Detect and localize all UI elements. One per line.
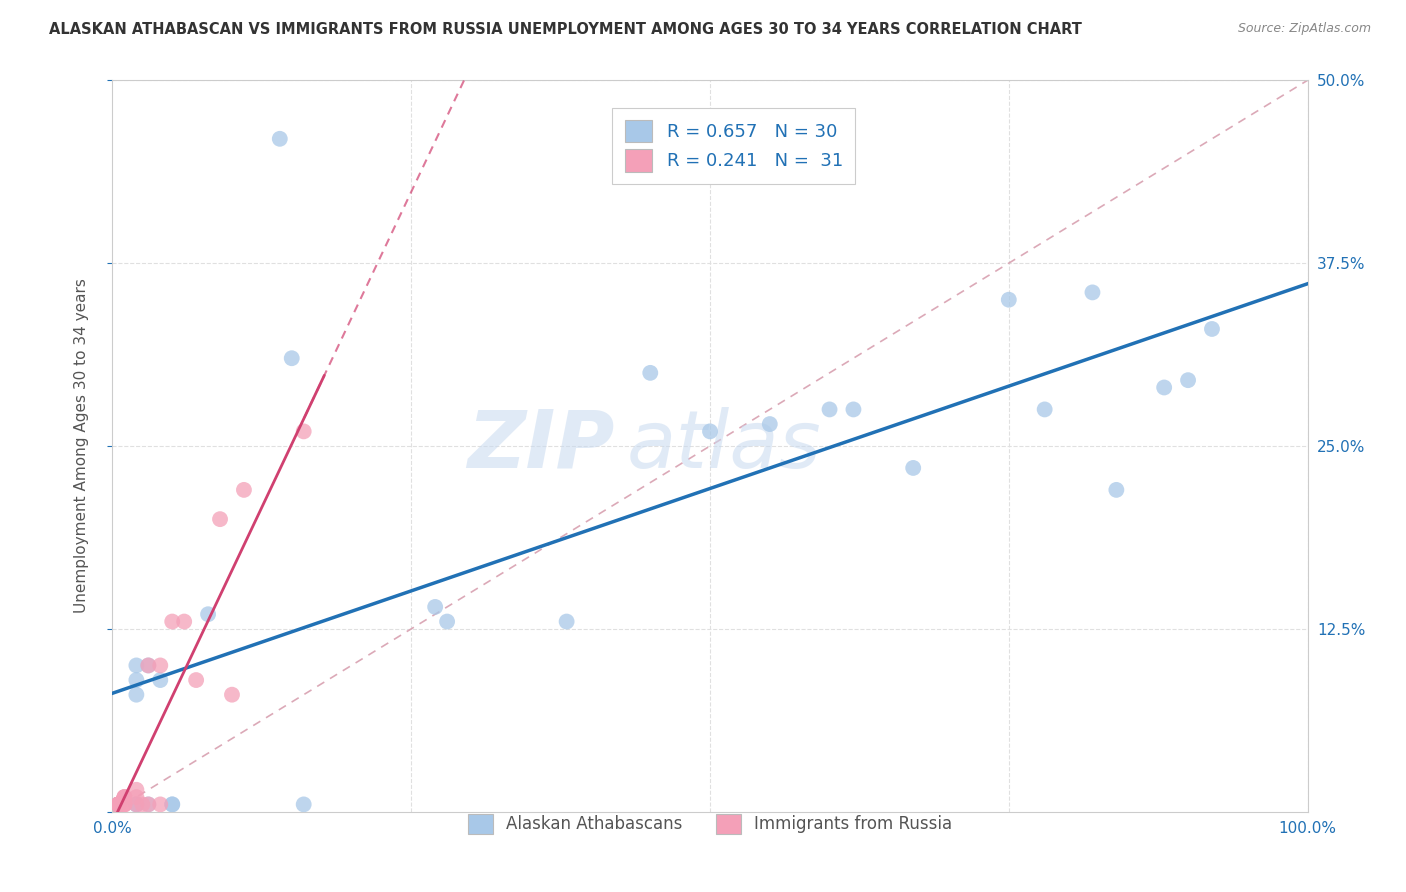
Point [107,797,129,812]
Point [138,658,160,673]
Point [640,366,662,380]
Point [425,599,447,614]
Point [125,797,148,812]
Point [197,607,219,622]
Point [759,417,782,431]
Point [131,797,153,812]
Point [114,797,135,812]
Point [1177,373,1199,387]
Point [162,797,183,812]
Point [221,688,243,702]
Point [436,615,458,629]
Point [1153,380,1175,394]
Point [292,425,315,439]
Point [998,293,1021,307]
Point [149,673,172,687]
Point [162,797,183,812]
Point [125,673,148,687]
Point [125,782,148,797]
Point [173,615,195,629]
Point [555,615,578,629]
Y-axis label: Unemployment Among Ages 30 to 34 years: Unemployment Among Ages 30 to 34 years [75,278,89,614]
Point [269,132,291,146]
Text: Source: ZipAtlas.com: Source: ZipAtlas.com [1237,22,1371,36]
Point [114,790,135,805]
Point [125,797,148,812]
Point [292,797,315,812]
Point [107,797,129,812]
Point [107,797,129,812]
Point [818,402,841,417]
Point [107,797,129,812]
Point [125,797,148,812]
Point [903,461,925,475]
Point [107,797,129,812]
Point [1105,483,1128,497]
Point [107,797,129,812]
Point [138,658,160,673]
Point [209,512,232,526]
Text: ALASKAN ATHABASCAN VS IMMIGRANTS FROM RUSSIA UNEMPLOYMENT AMONG AGES 30 TO 34 YE: ALASKAN ATHABASCAN VS IMMIGRANTS FROM RU… [49,22,1083,37]
Point [114,797,135,812]
Point [1201,322,1223,336]
Point [125,790,148,805]
Text: ZIP: ZIP [467,407,614,485]
Point [107,797,129,812]
Point [1033,402,1056,417]
Point [699,425,721,439]
Legend: Alaskan Athabascans, Immigrants from Russia: Alaskan Athabascans, Immigrants from Rus… [454,800,966,847]
Point [125,688,148,702]
Point [107,797,129,812]
Point [1081,285,1104,300]
Point [186,673,208,687]
Text: atlas: atlas [627,407,821,485]
Point [114,797,135,812]
Point [107,797,129,812]
Point [125,658,148,673]
Point [107,797,129,812]
Point [138,797,160,812]
Point [842,402,865,417]
Point [149,658,172,673]
Point [233,483,256,497]
Point [281,351,304,366]
Point [114,790,135,805]
Point [149,797,172,812]
Point [162,615,183,629]
Point [114,790,135,805]
Point [138,797,160,812]
